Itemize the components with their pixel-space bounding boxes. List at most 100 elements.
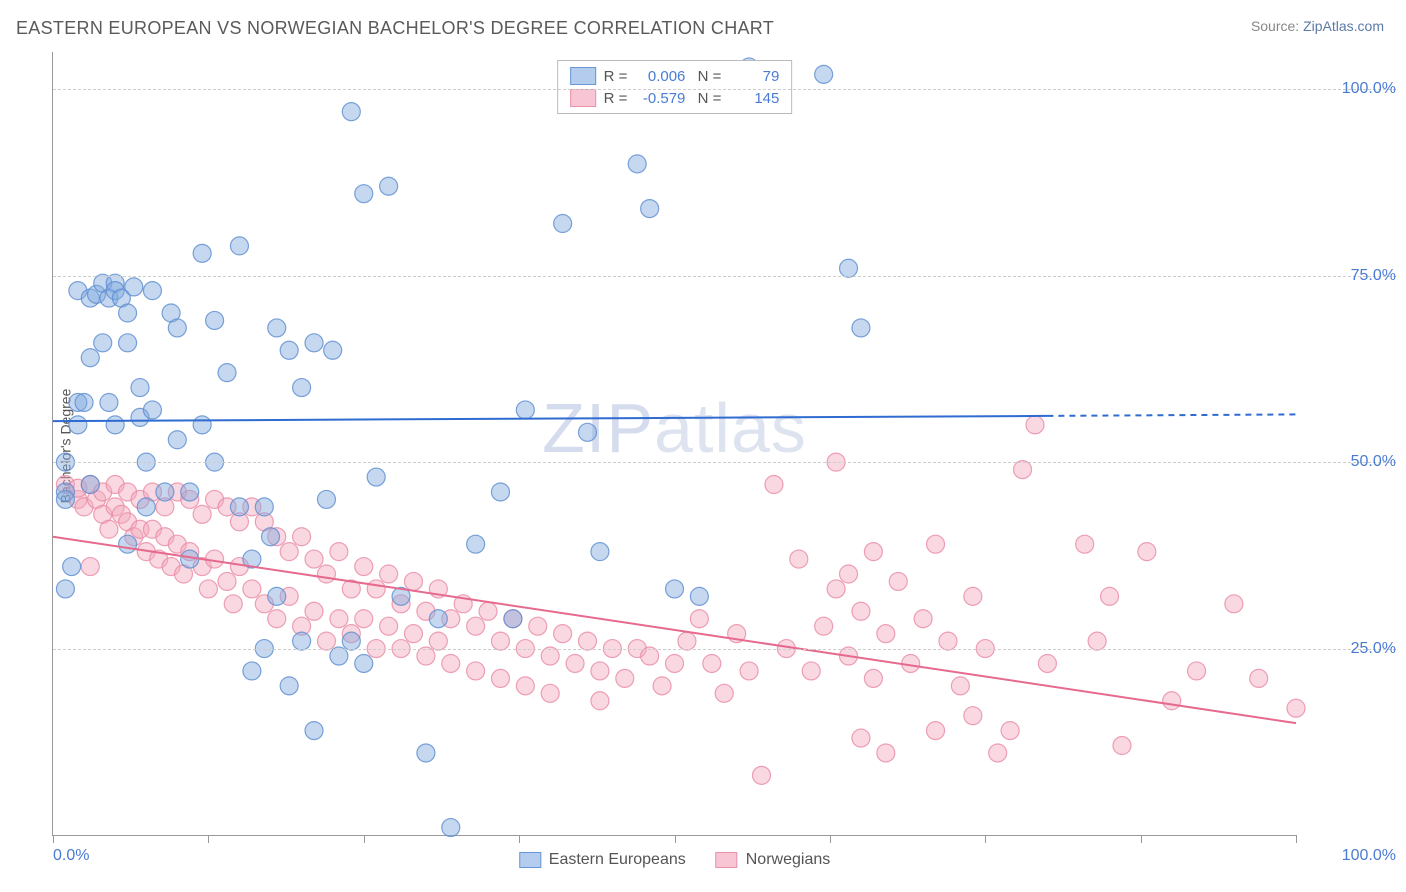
data-point xyxy=(293,528,311,546)
data-point xyxy=(119,535,137,553)
data-point xyxy=(417,744,435,762)
data-point xyxy=(293,632,311,650)
data-point xyxy=(429,610,447,628)
data-point xyxy=(199,580,217,598)
data-point xyxy=(330,543,348,561)
trend-line-extrapolated xyxy=(1047,414,1296,415)
data-point xyxy=(280,543,298,561)
data-point xyxy=(964,707,982,725)
data-point xyxy=(666,654,684,672)
data-point xyxy=(504,610,522,628)
data-point xyxy=(827,580,845,598)
data-point xyxy=(703,654,721,672)
data-point xyxy=(1113,737,1131,755)
data-point xyxy=(342,632,360,650)
legend-row-norwegian: R = -0.579 N = 145 xyxy=(570,87,780,109)
series-swatch-norwegian xyxy=(716,852,738,868)
data-point xyxy=(81,558,99,576)
data-point xyxy=(641,200,659,218)
data-point xyxy=(1076,535,1094,553)
data-point xyxy=(218,364,236,382)
data-point xyxy=(100,393,118,411)
data-point xyxy=(616,669,634,687)
data-point xyxy=(753,766,771,784)
data-point xyxy=(864,543,882,561)
data-point xyxy=(342,103,360,121)
data-point xyxy=(877,744,895,762)
data-point xyxy=(243,580,261,598)
y-tick-label: 75.0% xyxy=(1306,267,1396,285)
data-point xyxy=(305,550,323,568)
data-point xyxy=(156,483,174,501)
data-point xyxy=(1014,461,1032,479)
data-point xyxy=(330,610,348,628)
series-legend-item-eastern: Eastern Europeans xyxy=(519,851,686,869)
data-point xyxy=(224,595,242,613)
correlation-legend: R = 0.006 N = 79 R = -0.579 N = 145 xyxy=(557,60,793,114)
data-point xyxy=(367,580,385,598)
series-label-eastern: Eastern Europeans xyxy=(549,851,686,869)
data-point xyxy=(355,558,373,576)
x-tick xyxy=(1141,835,1142,843)
data-point xyxy=(218,572,236,590)
data-point xyxy=(690,610,708,628)
data-point xyxy=(330,647,348,665)
data-point xyxy=(852,602,870,620)
legend-n-label: N = xyxy=(693,90,721,107)
data-point xyxy=(137,498,155,516)
data-point xyxy=(554,625,572,643)
grid-line xyxy=(53,462,1396,463)
y-tick-label: 50.0% xyxy=(1306,453,1396,471)
data-point xyxy=(578,423,596,441)
data-point xyxy=(243,662,261,680)
data-point xyxy=(230,237,248,255)
data-point xyxy=(715,684,733,702)
data-point xyxy=(1188,662,1206,680)
data-point xyxy=(355,610,373,628)
data-point xyxy=(317,490,335,508)
data-point xyxy=(106,416,124,434)
data-point xyxy=(268,319,286,337)
data-point xyxy=(628,155,646,173)
data-point xyxy=(293,379,311,397)
data-point xyxy=(317,632,335,650)
data-point xyxy=(193,505,211,523)
data-point xyxy=(541,647,559,665)
x-tick-label: 0.0% xyxy=(53,847,89,865)
source-link[interactable]: ZipAtlas.com xyxy=(1303,18,1384,34)
data-point xyxy=(566,654,584,672)
data-point xyxy=(927,722,945,740)
data-point xyxy=(262,528,280,546)
data-point xyxy=(280,341,298,359)
scatter-svg xyxy=(53,52,1296,835)
data-point xyxy=(355,654,373,672)
data-point xyxy=(380,177,398,195)
data-point xyxy=(305,602,323,620)
data-point xyxy=(193,244,211,262)
legend-r-value-eastern: 0.006 xyxy=(635,68,685,85)
data-point xyxy=(591,692,609,710)
x-tick xyxy=(208,835,209,843)
data-point xyxy=(100,520,118,538)
data-point xyxy=(380,617,398,635)
data-point xyxy=(355,185,373,203)
data-point xyxy=(268,610,286,628)
data-point xyxy=(815,617,833,635)
data-point xyxy=(840,565,858,583)
data-point xyxy=(404,572,422,590)
data-point xyxy=(765,476,783,494)
data-point xyxy=(324,341,342,359)
data-point xyxy=(1001,722,1019,740)
data-point xyxy=(491,632,509,650)
data-point xyxy=(690,587,708,605)
data-point xyxy=(63,558,81,576)
data-point xyxy=(56,490,74,508)
data-point xyxy=(889,572,907,590)
legend-swatch-eastern xyxy=(570,67,596,85)
data-point xyxy=(815,65,833,83)
x-tick-label: 100.0% xyxy=(1342,847,1396,865)
data-point xyxy=(193,416,211,434)
data-point xyxy=(1138,543,1156,561)
y-tick-label: 100.0% xyxy=(1306,80,1396,98)
data-point xyxy=(591,662,609,680)
